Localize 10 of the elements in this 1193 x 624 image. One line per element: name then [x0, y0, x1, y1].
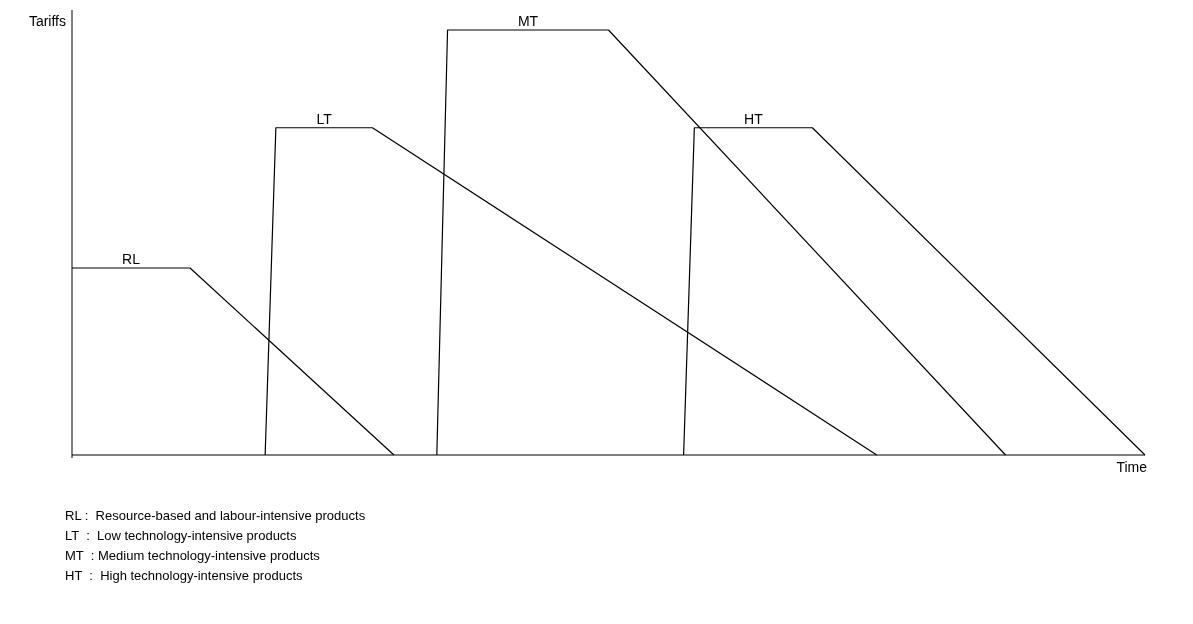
text: LT : Low technology-intensive products [65, 528, 297, 543]
y-axis-title: Tariffs [28, 13, 66, 29]
text: RL : Resource-based and labour-intensive products [65, 508, 366, 523]
series-label: MT [517, 13, 539, 29]
series-label: LT [316, 110, 333, 127]
text: HT : High technology-intensive products [65, 568, 303, 583]
x-axis-title: Time [1116, 459, 1148, 475]
text: MT : Medium technology-intensive products [65, 548, 321, 563]
series-label: RL [122, 251, 141, 267]
series-label: HT [744, 110, 764, 127]
